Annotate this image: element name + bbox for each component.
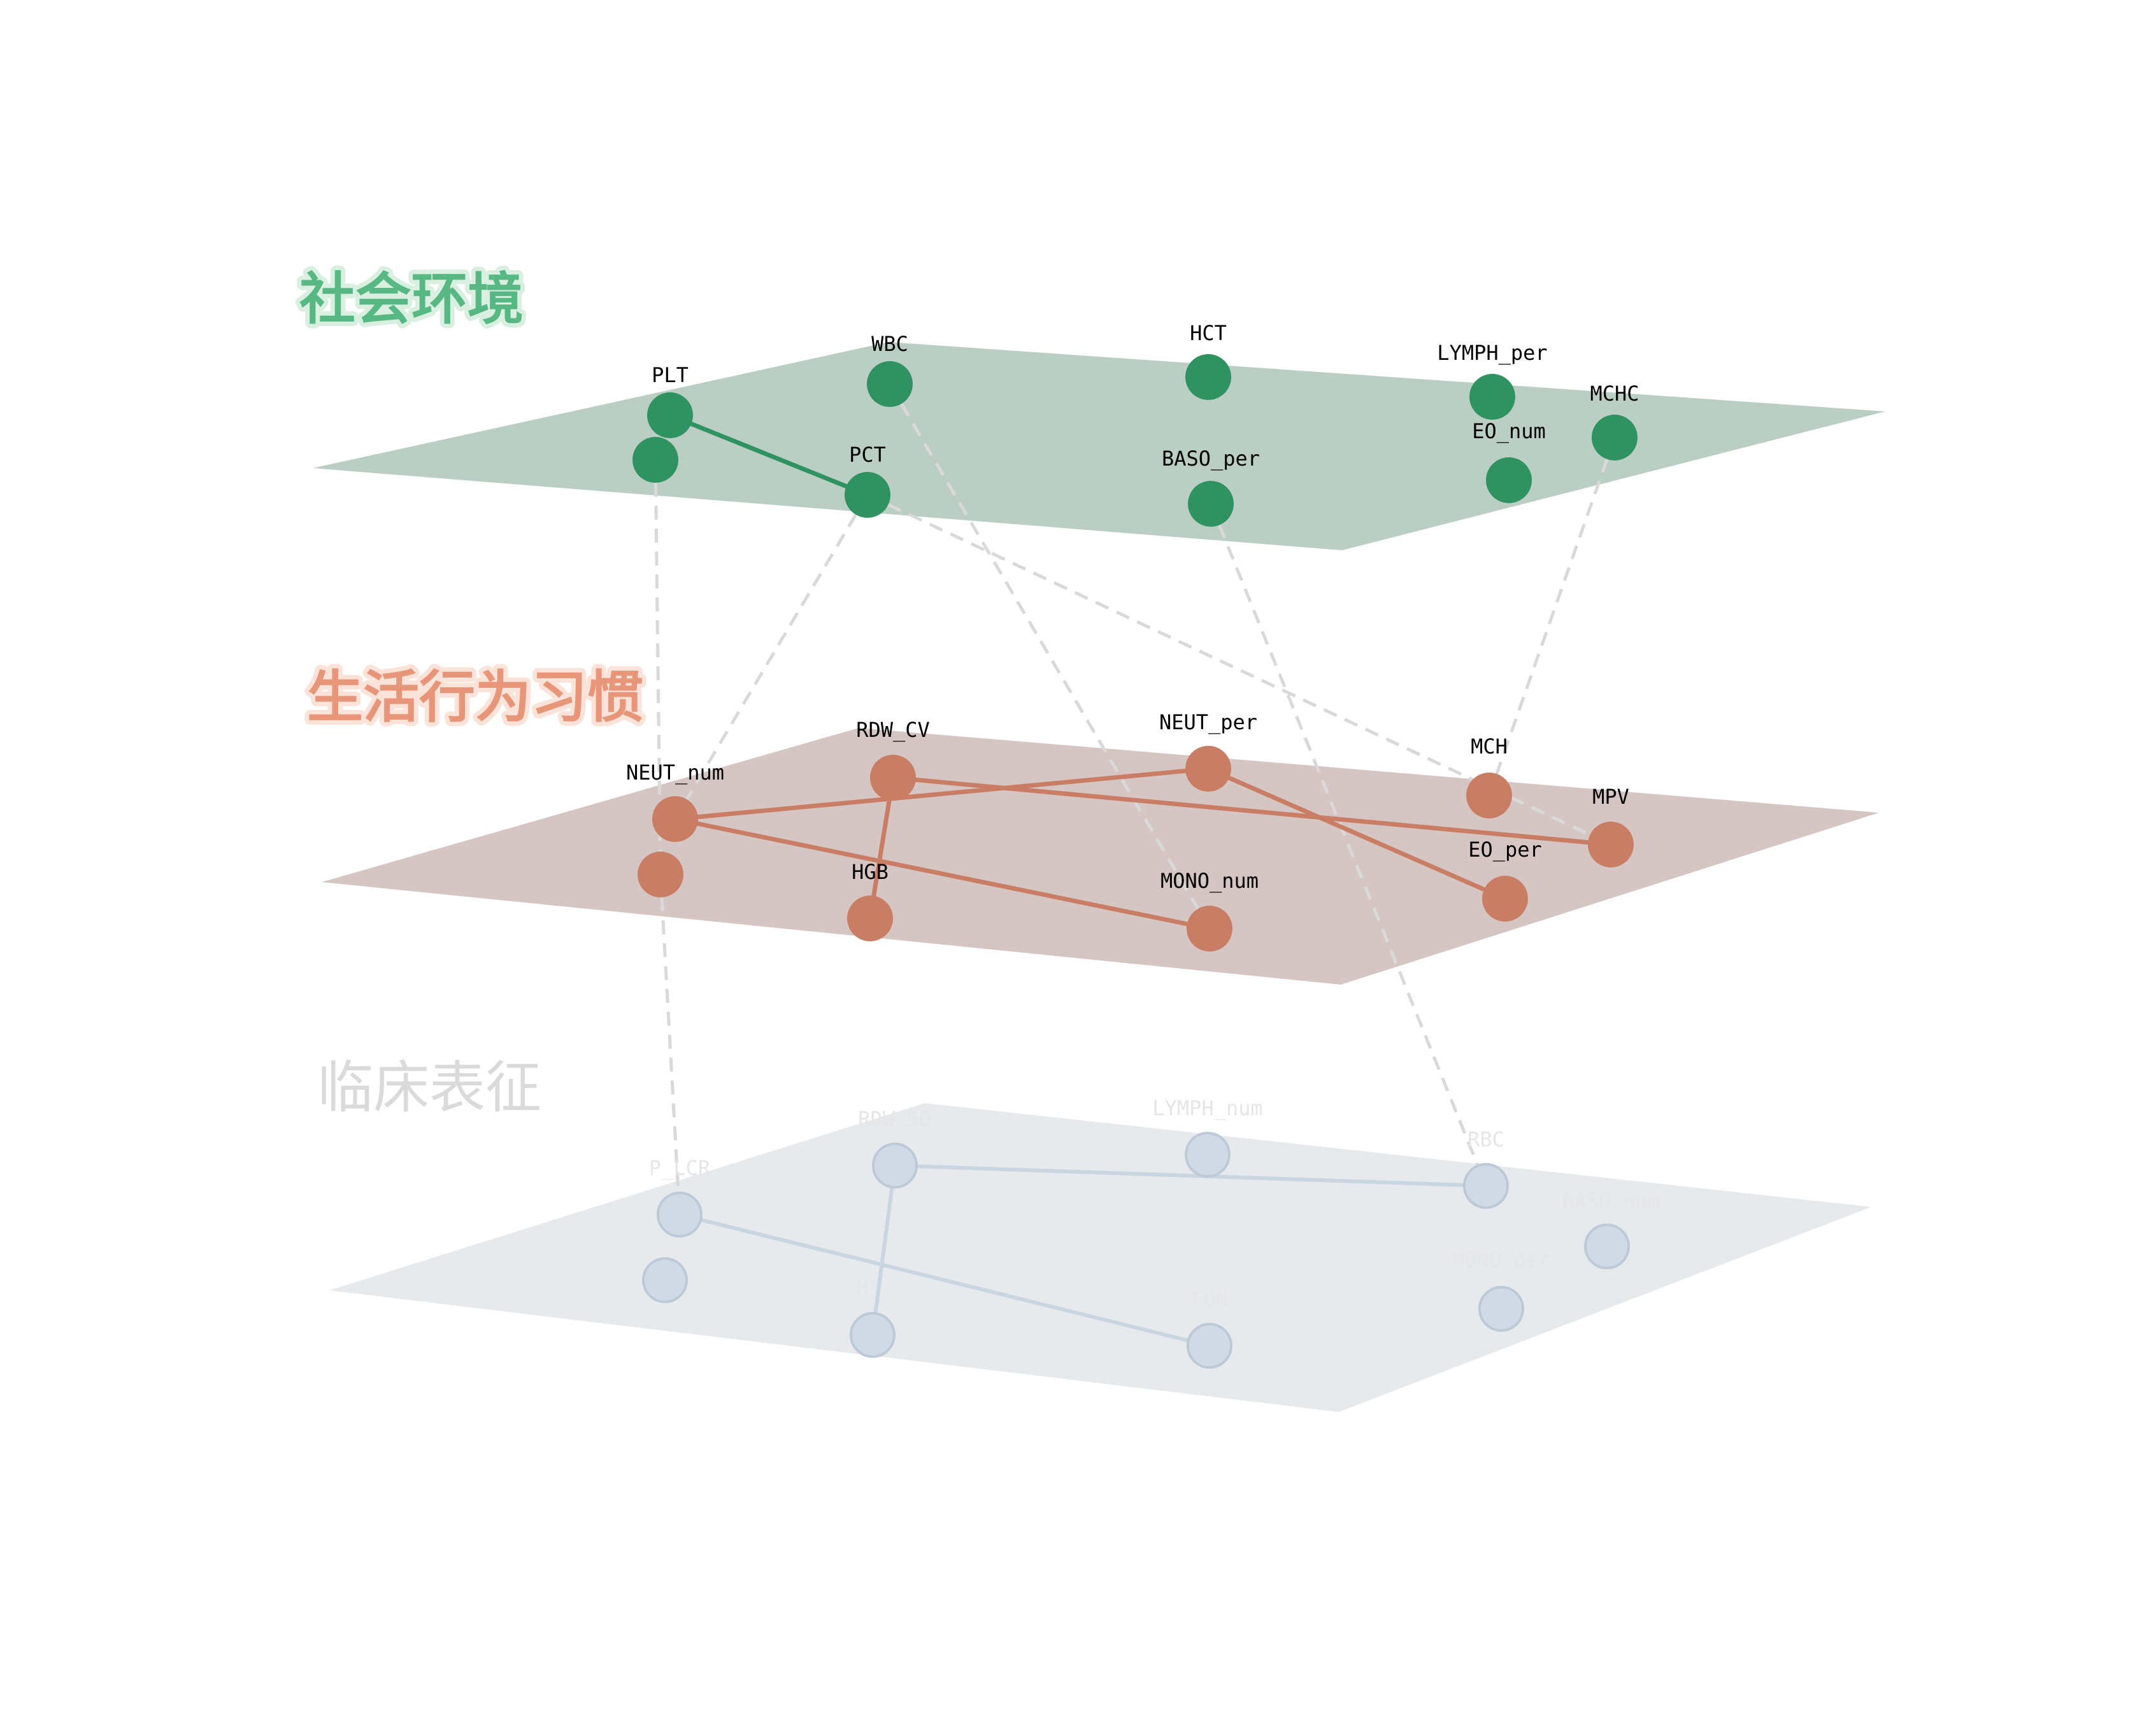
lifestyle-layer-title: 生活行为习惯 — [307, 664, 643, 730]
social-node-plt-b — [632, 437, 678, 483]
lifestyle-node-label: NEUT_per — [1159, 710, 1257, 734]
clinical-node-label: RDW_SD — [858, 1107, 932, 1131]
social-node-mchc — [1592, 415, 1638, 460]
clinical-node-label: MONO_per — [1452, 1248, 1550, 1272]
social-node-label: PCT — [849, 443, 886, 467]
lifestyle-node-rdw-cv — [870, 755, 916, 801]
clinical-layer-plane — [329, 1103, 1871, 1412]
clinical-layer-title: 临床表征 — [317, 1055, 541, 1120]
social-node-label: LYMPH_per — [1437, 341, 1547, 365]
clinical-node-rdw-sd — [872, 1143, 918, 1188]
clinical-node-label: BASO_num — [1562, 1189, 1660, 1213]
lifestyle-edge — [892, 775, 1611, 847]
social-edge — [669, 413, 869, 497]
clinical-node-lymph-num — [1185, 1132, 1231, 1178]
lifestyle-node-label: HGB — [852, 860, 889, 884]
social-node-label: PLT — [652, 363, 689, 387]
lifestyle-edge — [1207, 766, 1506, 901]
lifestyle-node-eo-per — [1482, 876, 1528, 922]
lifestyle-node-neut-num-b — [638, 852, 683, 897]
lifestyle-node-mpv — [1588, 822, 1634, 867]
clinical-edge — [894, 1164, 1487, 1188]
lifestyle-node-neut-num — [652, 796, 698, 842]
clinical-node-label: FUN — [1191, 1287, 1228, 1311]
clinical-node-p-lcr-b — [642, 1257, 688, 1303]
social-node-eo-num — [1486, 457, 1532, 503]
inter-layer-edge — [1487, 437, 1617, 796]
clinical-node-p-lcr — [657, 1192, 703, 1237]
social-node-label: BASO_per — [1162, 446, 1260, 471]
social-node-baso-per — [1188, 481, 1234, 527]
clinical-node-fun — [1187, 1323, 1232, 1369]
lifestyle-node-mch — [1466, 773, 1512, 818]
social-node-lymph-per — [1469, 374, 1515, 420]
clinical-node-label: H — [856, 1275, 868, 1299]
node-labels: PLT WBC PCT HCT BASO_per LYMPH_per EO_num MCHC N… — [626, 321, 1660, 1311]
lifestyle-node-label: EO_per — [1468, 838, 1542, 862]
clinical-node-rbc — [1463, 1163, 1509, 1209]
social-node-label: EO_num — [1472, 419, 1546, 443]
clinical-node-label: LYMPH_num — [1152, 1096, 1262, 1120]
social-layer-title: 社会环境 — [299, 266, 524, 332]
inter-layer-edge — [673, 494, 869, 820]
clinical-edge — [679, 1213, 1210, 1348]
lifestyle-node-hgb — [847, 895, 893, 941]
lifestyle-edge — [867, 777, 896, 919]
lifestyle-node-label: RDW_CV — [856, 718, 930, 742]
social-node-label: HCT — [1190, 321, 1227, 345]
clinical-edge — [871, 1165, 897, 1336]
social-node-wbc — [867, 361, 913, 407]
social-node-hct — [1185, 354, 1231, 400]
lifestyle-layer-plane — [322, 728, 1879, 985]
inter-layer-edge — [888, 383, 1211, 930]
lifestyle-node-label: MPV — [1592, 785, 1629, 809]
social-node-label: MCHC — [1590, 382, 1639, 406]
lifestyle-node-label: MONO_num — [1160, 869, 1259, 893]
clinical-node-label: P_LCR — [649, 1156, 711, 1180]
intra-layer-edges — [669, 413, 1611, 1348]
social-layer-plane — [313, 342, 1885, 550]
clinical-node-label: RBC — [1467, 1127, 1504, 1152]
social-node-label: WBC — [871, 332, 908, 356]
network-nodes — [632, 354, 1638, 1369]
lifestyle-node-neut-per — [1185, 746, 1231, 792]
inter-layer-edge — [659, 874, 682, 1215]
clinical-node-baso-num — [1584, 1223, 1630, 1269]
clinical-node-mono-per — [1478, 1286, 1524, 1332]
lifestyle-edge — [675, 766, 1209, 822]
clinical-node-h — [850, 1312, 896, 1358]
lifestyle-node-label: MCH — [1471, 734, 1508, 759]
social-node-pct — [845, 472, 890, 518]
lifestyle-node-label: NEUT_num — [626, 760, 724, 785]
social-node-plt — [647, 392, 693, 438]
lifestyle-edge — [675, 817, 1210, 931]
inter-layer-edge — [1209, 503, 1488, 1187]
lifestyle-node-mono-num — [1187, 906, 1232, 952]
